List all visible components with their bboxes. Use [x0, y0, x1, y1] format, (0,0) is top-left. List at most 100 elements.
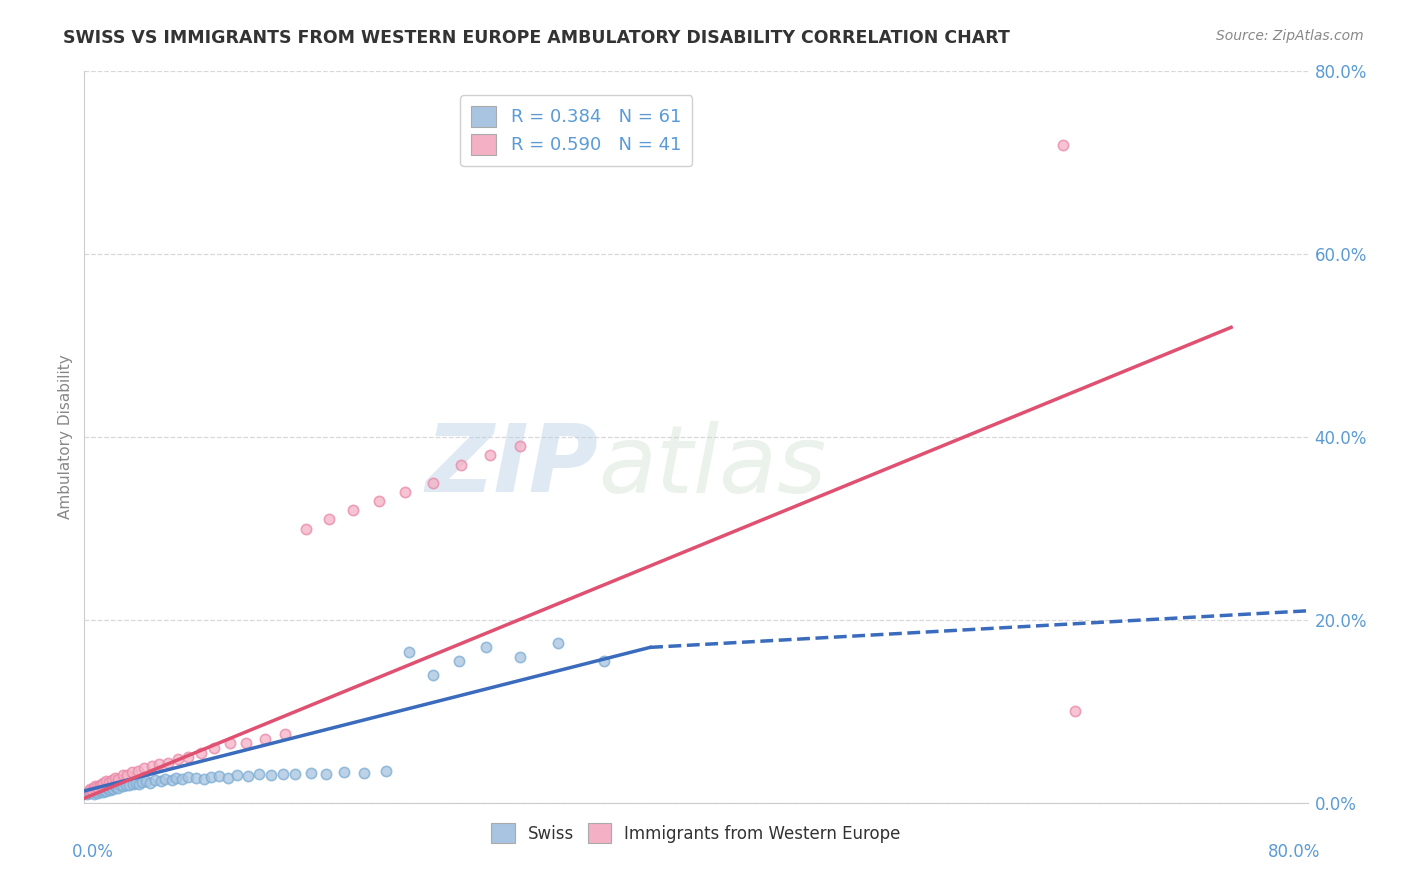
Point	[84, 780, 107, 794]
Point	[80, 783, 103, 797]
Text: Source: ZipAtlas.com: Source: ZipAtlas.com	[1216, 29, 1364, 43]
Point	[86, 780, 108, 795]
Point	[422, 667, 444, 681]
Point	[165, 771, 187, 785]
Point	[86, 783, 108, 797]
Point	[218, 736, 240, 750]
Point	[108, 779, 131, 793]
Point	[342, 503, 364, 517]
Legend: Swiss, Immigrants from Western Europe: Swiss, Immigrants from Western Europe	[485, 817, 907, 849]
Point	[118, 779, 141, 793]
Text: SWISS VS IMMIGRANTS FROM WESTERN EUROPE AMBULATORY DISABILITY CORRELATION CHART: SWISS VS IMMIGRANTS FROM WESTERN EUROPE …	[63, 29, 1010, 46]
Point	[104, 780, 127, 794]
Point	[87, 786, 110, 800]
Point	[105, 780, 128, 795]
Point	[315, 766, 337, 780]
Text: atlas: atlas	[598, 421, 827, 512]
Point	[141, 759, 163, 773]
Point	[190, 746, 212, 760]
Point	[94, 784, 117, 798]
Point	[97, 774, 120, 789]
Point	[160, 772, 183, 787]
Point	[157, 756, 180, 770]
Point	[202, 740, 225, 755]
Point	[394, 485, 416, 500]
Point	[77, 786, 100, 800]
Point	[94, 773, 117, 788]
Point	[217, 771, 239, 785]
Point	[101, 781, 124, 796]
Point	[155, 772, 177, 786]
Point	[208, 769, 231, 783]
Point	[547, 636, 569, 650]
Point	[295, 521, 318, 535]
Point	[509, 439, 531, 453]
Point	[96, 781, 118, 796]
Point	[139, 775, 162, 789]
Point	[1052, 137, 1074, 152]
Point	[299, 765, 322, 780]
Point	[90, 779, 112, 793]
Text: ZIP: ZIP	[425, 420, 598, 512]
Point	[91, 785, 114, 799]
Point	[79, 785, 101, 799]
Point	[273, 727, 295, 741]
Point	[101, 772, 124, 787]
Point	[478, 448, 501, 462]
Point	[97, 782, 120, 797]
Point	[447, 654, 470, 668]
Point	[509, 649, 531, 664]
Point	[107, 781, 129, 796]
Point	[260, 768, 283, 782]
Text: 80.0%: 80.0%	[1267, 843, 1320, 861]
Point	[93, 783, 115, 797]
Point	[91, 775, 114, 789]
Point	[79, 782, 101, 797]
Point	[318, 512, 340, 526]
Point	[235, 736, 257, 750]
Point	[143, 772, 166, 787]
Point	[226, 768, 249, 782]
Point	[80, 784, 103, 798]
Point	[104, 771, 127, 785]
Point	[149, 773, 172, 788]
Point	[128, 776, 150, 790]
Point	[177, 750, 200, 764]
Point	[115, 768, 138, 782]
Point	[111, 780, 134, 794]
Point	[166, 752, 188, 766]
Point	[114, 778, 136, 792]
Point	[398, 645, 420, 659]
Point	[135, 773, 157, 788]
Point	[374, 764, 396, 778]
Y-axis label: Ambulatory Disability: Ambulatory Disability	[58, 355, 73, 519]
Point	[77, 784, 100, 798]
Point	[236, 769, 259, 783]
Point	[89, 784, 111, 798]
Point	[177, 770, 200, 784]
Point	[89, 778, 111, 792]
Point	[253, 731, 276, 746]
Point	[200, 770, 222, 784]
Point	[84, 785, 107, 799]
Point	[132, 761, 155, 775]
Point	[148, 757, 170, 772]
Point	[83, 781, 105, 796]
Point	[450, 458, 472, 472]
Point	[247, 767, 270, 781]
Point	[1064, 705, 1087, 719]
Point	[353, 765, 375, 780]
Point	[111, 768, 134, 782]
Point	[103, 782, 125, 797]
Point	[284, 767, 307, 781]
Point	[131, 774, 153, 789]
Point	[184, 771, 207, 785]
Point	[83, 787, 105, 801]
Point	[271, 766, 294, 780]
Point	[368, 494, 391, 508]
Point	[125, 775, 148, 789]
Point	[90, 782, 112, 797]
Text: 0.0%: 0.0%	[72, 843, 114, 861]
Point	[172, 772, 194, 786]
Point	[122, 776, 145, 790]
